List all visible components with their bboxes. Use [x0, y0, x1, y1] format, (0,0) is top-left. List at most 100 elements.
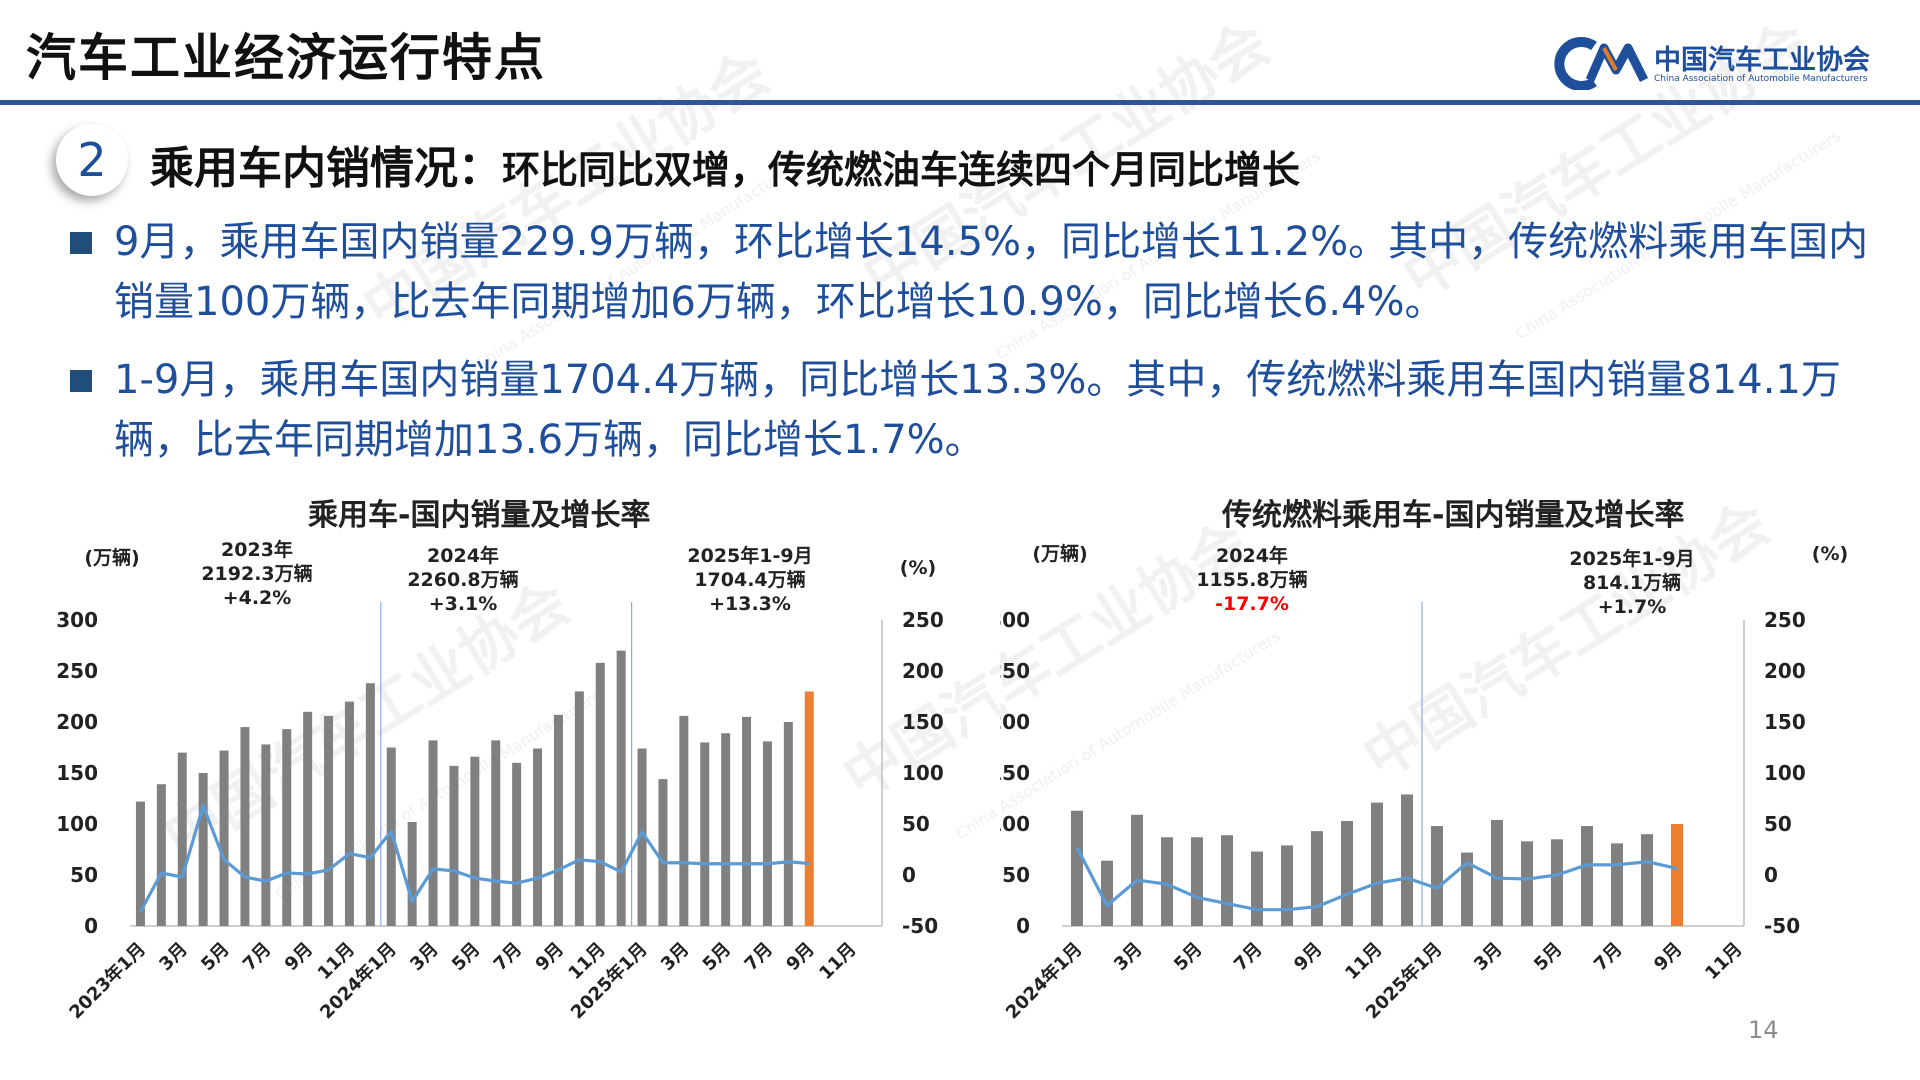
y2-tick-label: 200 — [902, 659, 944, 683]
y-tick-label: 250 — [56, 659, 98, 683]
y2-tick-label: 50 — [902, 812, 930, 836]
period-annotation-text: 2024年 — [427, 544, 499, 567]
y-tick-label: 50 — [1002, 863, 1030, 887]
y2-tick-label: 250 — [902, 608, 944, 632]
x-tick-label: 9月 — [532, 939, 568, 975]
y2-tick-label: 100 — [1764, 761, 1806, 785]
x-tick-label: 9月 — [782, 939, 818, 975]
section-heading-main: 乘用车内销情况： — [150, 143, 502, 194]
bar — [574, 691, 584, 926]
y2-tick-label: 0 — [902, 863, 916, 887]
x-tick-label: 2023年1月 — [65, 938, 150, 1023]
y-tick-label: 0 — [1016, 914, 1030, 938]
x-tick-label: 5月 — [1530, 939, 1566, 975]
bullet-item: 9月，乘用车国内销量229.9万辆，环比增长14.5%，同比增长11.2%。其中… — [66, 212, 1906, 332]
left-axis-unit: (万辆) — [84, 546, 139, 569]
y2-tick-label: 0 — [1764, 863, 1778, 887]
bar — [428, 740, 438, 926]
y-tick-label: 300 — [56, 608, 98, 632]
y-tick-label: 100 — [1000, 812, 1030, 836]
section-number-badge: 2 — [56, 124, 128, 196]
x-tick-label: 3月 — [155, 939, 191, 975]
logo-name-en: China Association of Automobile Manufact… — [1654, 74, 1868, 84]
bar — [219, 750, 229, 926]
page-number: 14 — [1748, 1016, 1779, 1044]
y2-tick-label: -50 — [1764, 914, 1800, 938]
chart-title: 传统燃料乘用车-国内销量及增长率 — [1222, 498, 1685, 533]
bar — [700, 742, 710, 926]
bar — [1491, 819, 1503, 926]
x-tick-label: 5月 — [1170, 939, 1206, 975]
y-tick-label: 300 — [1000, 608, 1030, 632]
x-tick-label: 7月 — [239, 939, 275, 975]
bar — [533, 748, 543, 926]
bar — [1071, 810, 1083, 926]
y2-tick-label: 150 — [902, 710, 944, 734]
bar — [449, 765, 459, 926]
x-tick-label: 3月 — [657, 939, 693, 975]
bar — [1281, 845, 1293, 926]
period-annotation-text: 2192.3万辆 — [201, 562, 312, 585]
chart-conventional-fuel: (万辆) (%) 0 50 100 150 200 250 300 -50 0 50 100 150 200… — [1000, 542, 1848, 1023]
period-annotation-text: 2025年1-9月 — [687, 544, 812, 567]
bar — [261, 744, 271, 926]
x-tick-label: 9月 — [1290, 939, 1326, 975]
bar — [1461, 852, 1473, 926]
x-tick-label: 11月 — [1341, 939, 1386, 984]
period-annotation-text: 1155.8万辆 — [1196, 568, 1307, 591]
bar — [595, 662, 605, 926]
bar — [324, 715, 334, 926]
x-tick-label: 7月 — [1230, 939, 1266, 975]
bar — [1611, 843, 1623, 926]
y-tick-label: 100 — [56, 812, 98, 836]
period-annotation-text: +13.3% — [709, 593, 791, 615]
y2-tick-label: 200 — [1764, 659, 1806, 683]
bar — [303, 711, 313, 926]
bar — [344, 701, 354, 926]
x-tick-label: 5月 — [699, 939, 735, 975]
x-tick-label: 3月 — [1110, 939, 1146, 975]
caam-logo-icon — [1554, 37, 1649, 91]
bar — [365, 683, 375, 926]
bar — [804, 691, 814, 926]
bullet-item: 1-9月，乘用车国内销量1704.4万辆，同比增长13.3%。其中，传统燃料乘用… — [66, 350, 1906, 470]
bar — [1641, 834, 1653, 926]
y-tick-label: 50 — [70, 863, 98, 887]
bar — [282, 729, 292, 926]
y2-tick-label: 250 — [1764, 608, 1806, 632]
period-annotation-text: 2024年 — [1216, 544, 1288, 567]
x-tick-label: 5月 — [448, 939, 484, 975]
bar — [1161, 837, 1173, 926]
logo-name-cn: 中国汽车工业协会 — [1654, 45, 1870, 76]
bar — [1671, 824, 1683, 926]
bar — [177, 752, 187, 926]
x-tick-label: 11月 — [815, 939, 860, 984]
bar — [1221, 835, 1233, 926]
bar — [1371, 802, 1383, 926]
bar — [762, 741, 772, 926]
chart-title: 乘用车-国内销量及增长率 — [308, 498, 651, 533]
y-tick-label: 200 — [56, 710, 98, 734]
y-tick-label: 150 — [56, 761, 98, 785]
bar — [679, 715, 689, 926]
bar — [1521, 841, 1533, 926]
y2-tick-label: 100 — [902, 761, 944, 785]
header-rule — [0, 100, 1920, 105]
x-tick-label: 5月 — [197, 939, 233, 975]
bar — [156, 784, 166, 926]
x-tick-label: 11月 — [1701, 939, 1746, 984]
bar — [491, 740, 501, 926]
chart-passenger-car: (万辆) (%) 0 50 100 150 200 250 300 -50 0 50 100 150 200… — [56, 538, 944, 1023]
period-annotation-text: +1.7% — [1598, 596, 1667, 618]
y2-tick-label: 150 — [1764, 710, 1806, 734]
period-annotation-text: 2023年 — [221, 538, 293, 561]
section-heading-sub: 环比同比双增，传统燃油车连续四个月同比增长 — [502, 148, 1301, 192]
bar — [783, 722, 793, 926]
bar — [1251, 851, 1263, 926]
bar — [1131, 814, 1143, 926]
bullet-square-icon — [70, 370, 92, 392]
bullet-text: 9月，乘用车国内销量229.9万辆，环比增长14.5%，同比增长11.2%。其中… — [114, 219, 1869, 325]
bar — [553, 714, 563, 926]
y2-tick-label: -50 — [902, 914, 938, 938]
y2-tick-label: 50 — [1764, 812, 1792, 836]
